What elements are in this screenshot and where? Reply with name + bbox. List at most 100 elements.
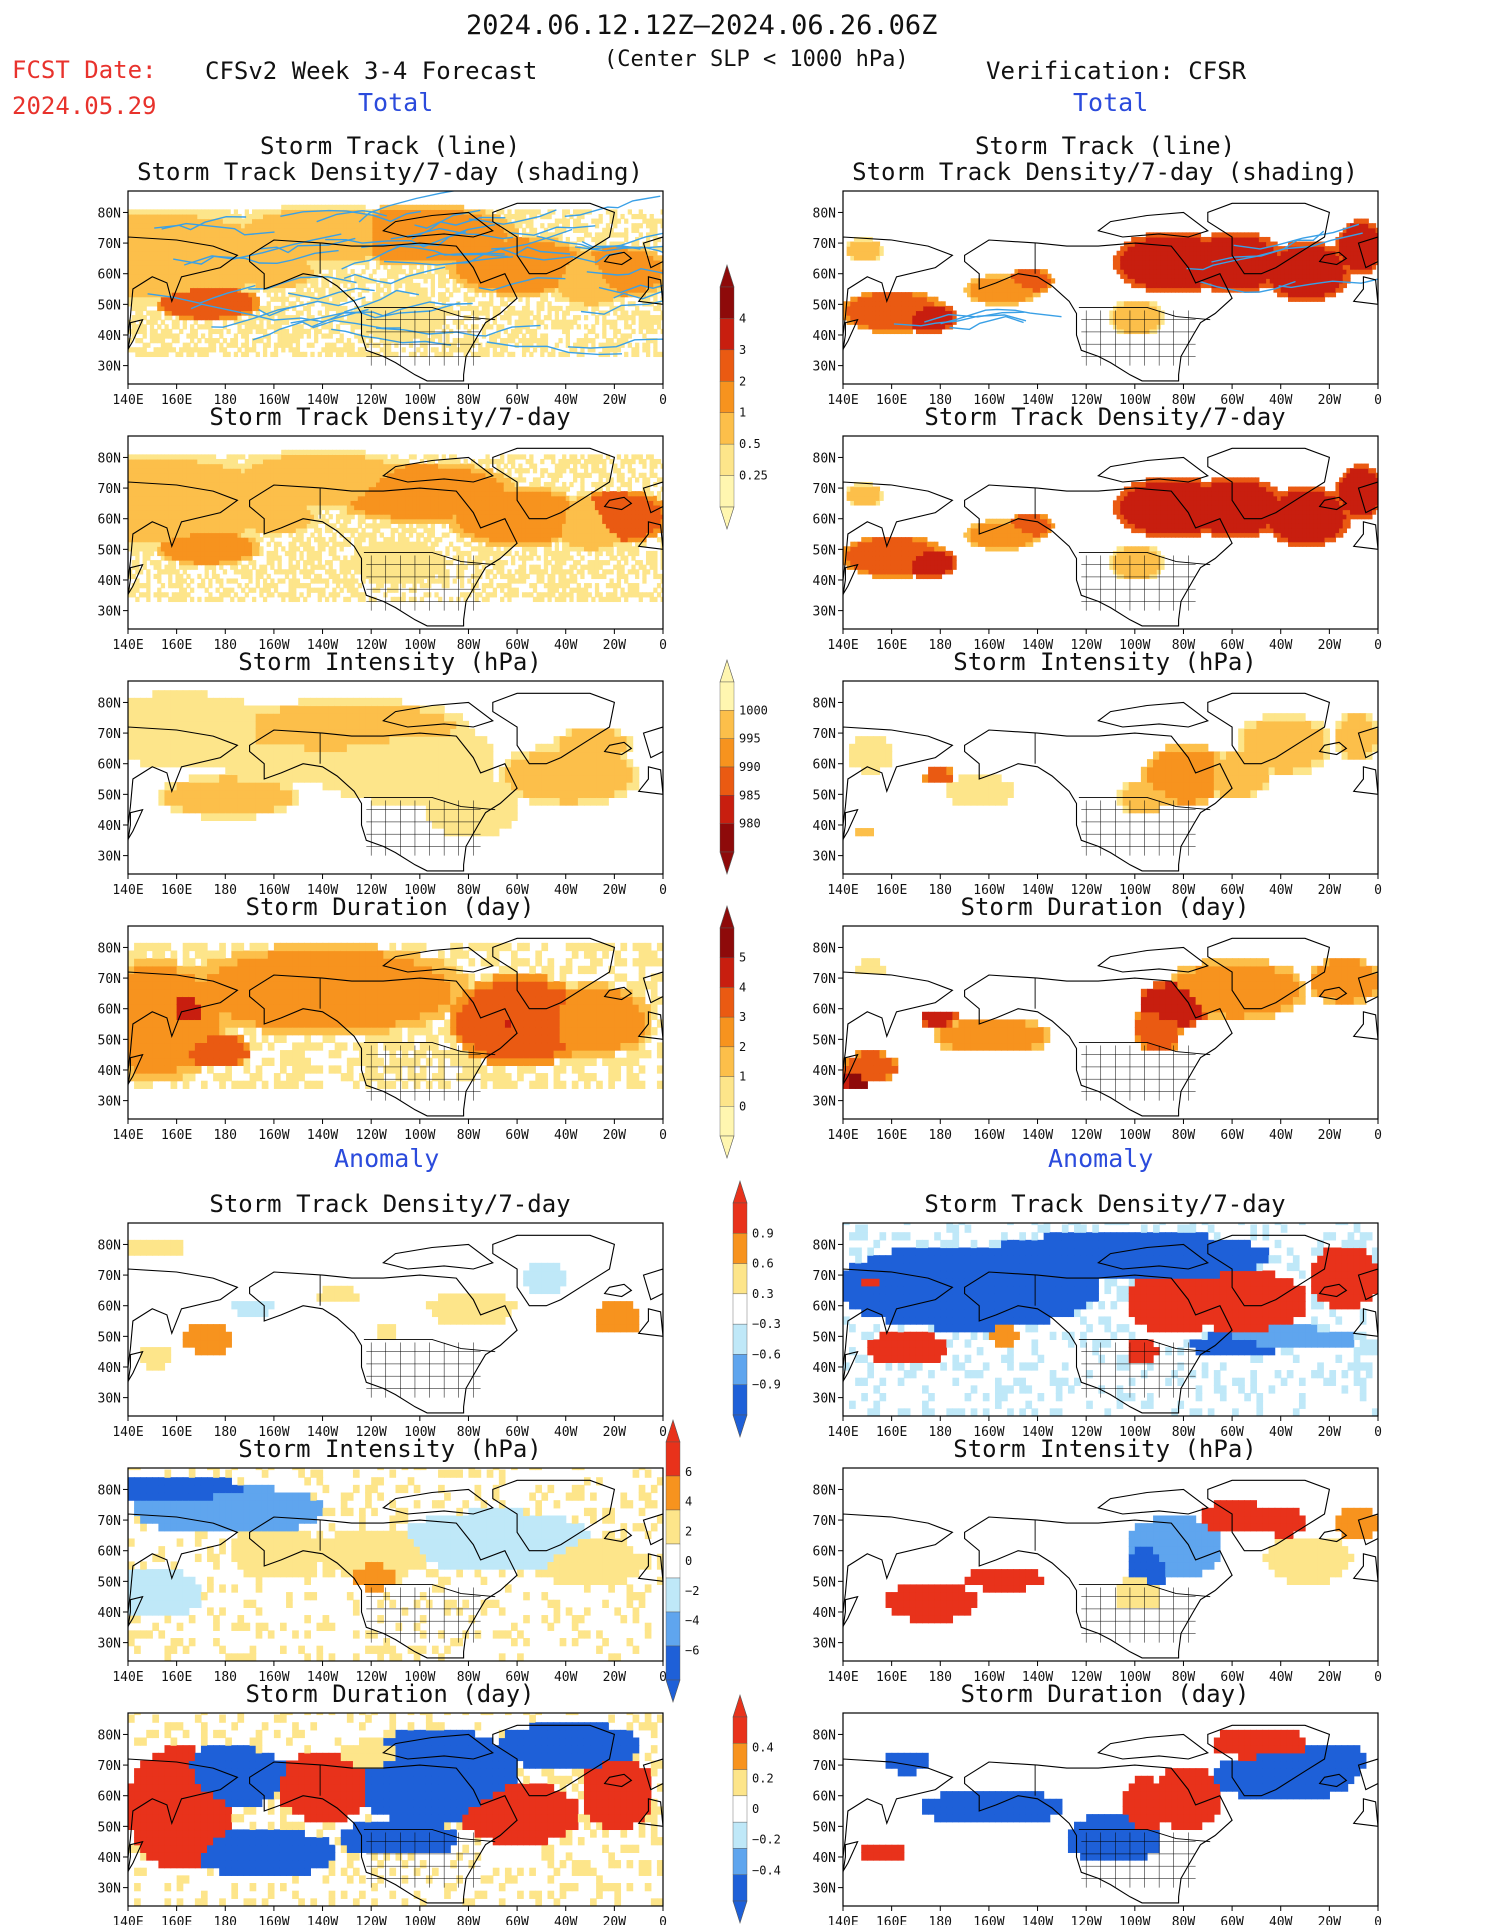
lat-label: 40N (813, 1361, 836, 1376)
lat-label: 50N (98, 543, 121, 558)
colorbar-cell (719, 957, 735, 988)
fcst-date-value: 2024.05.29 (12, 92, 157, 120)
lon-label: 80W (1172, 393, 1196, 408)
lat-label: 70N (813, 1759, 836, 1774)
colorbar-cell (719, 381, 735, 413)
coastline (1318, 986, 1348, 1001)
colorbar-label: 6 (685, 1465, 692, 1479)
coastline (603, 1283, 633, 1298)
storm-track-line (258, 296, 366, 317)
lon-label: 180 (214, 638, 237, 653)
storm-track-line (390, 227, 514, 240)
map-panel-r6: 80N 70N 60N 50N 40N 30N 140E 160E 180 160W 140W 120… (813, 1712, 1382, 1925)
lon-label: 60W (505, 638, 529, 653)
colorbar-cell (719, 412, 735, 445)
coastline (1352, 521, 1378, 550)
coastline (1207, 1479, 1331, 1552)
colorbar-label: 0 (739, 1099, 746, 1113)
map-frame (842, 680, 1379, 875)
colorbar-cell (719, 1106, 735, 1137)
map-panel-l2: 80N 70N 60N 50N 40N 30N 140E 160E 180 160W 140W 120… (98, 680, 667, 898)
lon-label: 160E (161, 1670, 192, 1685)
lon-label: 120W (356, 1128, 387, 1143)
lon-label: 160W (973, 1128, 1004, 1143)
coastline (1352, 1798, 1378, 1827)
colorbar-cap (732, 1900, 748, 1924)
colorbar-cell (732, 1821, 748, 1849)
storm-track-line (491, 228, 573, 250)
lon-label: 20W (603, 1425, 627, 1440)
lon-label: 140W (1022, 883, 1053, 898)
lon-label: 160E (876, 1128, 907, 1143)
lon-label: 120W (356, 1670, 387, 1685)
lon-label: 60W (1220, 1425, 1244, 1440)
lon-label: 0 (659, 1425, 667, 1440)
colorbar-cap (665, 1679, 681, 1703)
coastline (249, 1516, 518, 1659)
coastline (492, 692, 616, 765)
lon-label: 80W (457, 883, 481, 898)
map-frame (842, 190, 1379, 385)
lat-label: 30N (813, 1392, 836, 1407)
lat-label: 70N (98, 482, 121, 497)
coastline (492, 447, 616, 520)
lon-label: 60W (1220, 393, 1244, 408)
model-title: CFSv2 Week 3-4 Forecast (205, 57, 538, 85)
colorbar-label: 1000 (739, 703, 768, 717)
storm-track-line (581, 232, 663, 248)
slp-criterion: (Center SLP < 1000 hPa) (604, 47, 909, 72)
coastline (1352, 1308, 1378, 1337)
lon-label: 80W (457, 1670, 481, 1685)
forecast-period: 2024.06.12.12Z–2024.06.26.06Z (466, 10, 938, 41)
coastline (843, 1053, 859, 1087)
colorbar-cell (732, 1769, 748, 1797)
storm-track-line (358, 191, 458, 223)
coastline (249, 484, 518, 627)
lon-label: 180 (214, 883, 237, 898)
storm-track-line (574, 245, 663, 252)
map-frame (127, 190, 664, 385)
lat-label: 40N (813, 329, 836, 344)
map-background (128, 1223, 663, 1416)
lon-label: 140E (112, 1425, 143, 1440)
coastline (1352, 1011, 1378, 1040)
lon-label: 100W (1119, 883, 1150, 898)
lat-label: 50N (813, 1330, 836, 1345)
panel-title-l5: Storm Track Density/7-day (209, 1190, 571, 1218)
map-panel-l0: 80N 70N 60N 50N 40N 30N 140E 160E 180 160W 140W 120… (98, 190, 667, 408)
colorbar-label: 0.25 (739, 469, 768, 483)
map-frame (127, 1712, 664, 1907)
coastline (382, 211, 494, 238)
lon-label: 40W (1269, 883, 1293, 898)
coastline (128, 1053, 144, 1087)
storm-track-line (290, 302, 460, 324)
lat-label: 40N (98, 1361, 121, 1376)
lat-label: 30N (813, 605, 836, 620)
left-section-total: Total (358, 88, 434, 117)
lon-label: 140W (307, 883, 338, 898)
lon-label: 0 (659, 883, 667, 898)
colorbar-label: 0.2 (752, 1771, 774, 1785)
map-panel-r0: 80N 70N 60N 50N 40N 30N 140E 160E 180 160W 140W 120… (813, 190, 1382, 408)
lon-label: 0 (1374, 1425, 1382, 1440)
coastline (603, 986, 633, 1001)
coastline (249, 1761, 518, 1904)
lon-label: 40W (554, 638, 578, 653)
lon-label: 80W (457, 1128, 481, 1143)
colorbar-label: −4 (685, 1614, 699, 1628)
coastline (128, 1268, 239, 1368)
lat-label: 40N (813, 1851, 836, 1866)
colorbar-cell (719, 738, 735, 768)
lon-label: 160W (973, 638, 1004, 653)
coastline (1357, 726, 1378, 759)
lon-label: 140W (1022, 393, 1053, 408)
map-frame (127, 1222, 664, 1417)
lat-label: 80N (813, 206, 836, 221)
coastline (249, 729, 518, 872)
lon-label: 160W (258, 1128, 289, 1143)
colorbar-label: 995 (739, 732, 761, 746)
lat-label: 70N (98, 972, 121, 987)
lon-label: 120W (1071, 883, 1102, 898)
lon-label: 0 (1374, 1670, 1382, 1685)
